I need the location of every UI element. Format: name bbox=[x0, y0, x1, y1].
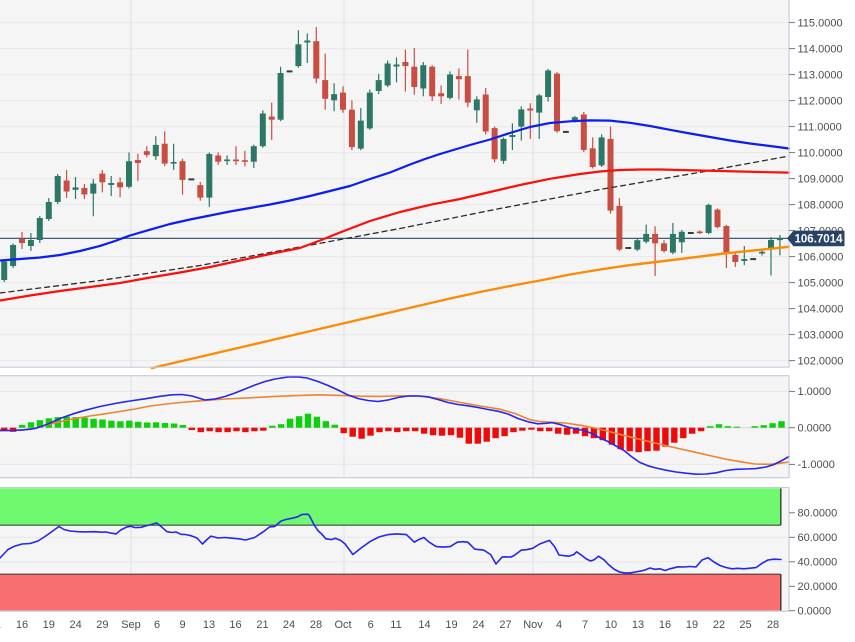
svg-text:22: 22 bbox=[713, 619, 725, 631]
svg-text:80.0000: 80.0000 bbox=[798, 508, 838, 520]
svg-text:106.7014: 106.7014 bbox=[795, 233, 844, 245]
svg-text:Nov: Nov bbox=[523, 619, 543, 631]
svg-text:29: 29 bbox=[96, 619, 108, 631]
svg-text:13: 13 bbox=[203, 619, 215, 631]
svg-text:20.0000: 20.0000 bbox=[798, 581, 838, 593]
svg-text:113.0000: 113.0000 bbox=[798, 69, 843, 81]
svg-text:28: 28 bbox=[767, 619, 779, 631]
svg-text:112.0000: 112.0000 bbox=[798, 95, 843, 107]
svg-text:114.0000: 114.0000 bbox=[798, 43, 843, 55]
svg-text:1.0000: 1.0000 bbox=[798, 386, 832, 398]
svg-text:14: 14 bbox=[418, 619, 430, 631]
svg-text:111.0000: 111.0000 bbox=[798, 121, 842, 133]
svg-text:0.0000: 0.0000 bbox=[798, 423, 832, 435]
svg-text:7: 7 bbox=[582, 619, 588, 631]
svg-text:40.0000: 40.0000 bbox=[798, 557, 838, 569]
svg-text:11: 11 bbox=[390, 619, 401, 631]
svg-text:16: 16 bbox=[16, 619, 28, 631]
svg-text:28: 28 bbox=[310, 619, 322, 631]
svg-text:16: 16 bbox=[659, 619, 671, 631]
svg-text:9: 9 bbox=[179, 619, 185, 631]
svg-text:4: 4 bbox=[556, 619, 562, 631]
svg-text:106.0000: 106.0000 bbox=[798, 251, 844, 263]
svg-text:0.0000: 0.0000 bbox=[798, 606, 832, 618]
svg-text:24: 24 bbox=[69, 619, 81, 631]
svg-text:Oct: Oct bbox=[334, 619, 351, 631]
svg-text:105.0000: 105.0000 bbox=[798, 277, 844, 289]
svg-text:Sep: Sep bbox=[121, 619, 141, 631]
svg-text:6: 6 bbox=[368, 619, 374, 631]
svg-text:19: 19 bbox=[686, 619, 698, 631]
svg-text:24: 24 bbox=[283, 619, 295, 631]
svg-text:11: 11 bbox=[0, 619, 1, 631]
svg-text:108.0000: 108.0000 bbox=[798, 199, 844, 211]
svg-text:102.0000: 102.0000 bbox=[798, 355, 844, 367]
svg-text:10: 10 bbox=[605, 619, 617, 631]
svg-text:13: 13 bbox=[632, 619, 644, 631]
svg-text:104.0000: 104.0000 bbox=[798, 303, 844, 315]
svg-text:6: 6 bbox=[154, 619, 160, 631]
svg-text:21: 21 bbox=[256, 619, 268, 631]
svg-text:19: 19 bbox=[445, 619, 457, 631]
svg-text:-1.0000: -1.0000 bbox=[798, 459, 835, 471]
svg-text:16: 16 bbox=[229, 619, 241, 631]
svg-text:115.0000: 115.0000 bbox=[798, 17, 843, 29]
svg-text:109.0000: 109.0000 bbox=[798, 173, 844, 185]
svg-text:103.0000: 103.0000 bbox=[798, 329, 844, 341]
svg-text:25: 25 bbox=[739, 619, 751, 631]
svg-text:19: 19 bbox=[43, 619, 55, 631]
svg-text:27: 27 bbox=[499, 619, 511, 631]
svg-text:110.0000: 110.0000 bbox=[798, 147, 843, 159]
svg-text:60.0000: 60.0000 bbox=[798, 532, 838, 544]
svg-text:24: 24 bbox=[472, 619, 484, 631]
